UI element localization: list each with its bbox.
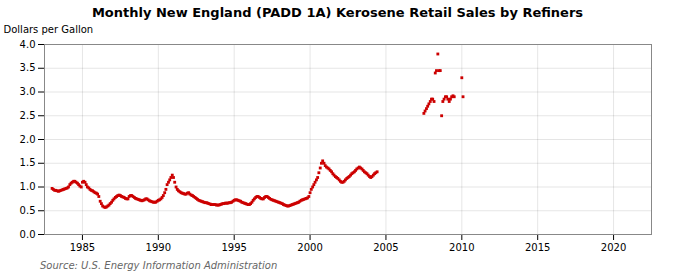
svg-text:2.0: 2.0 [20, 134, 36, 145]
svg-text:Dollars per Gallon: Dollars per Gallon [4, 24, 94, 35]
svg-text:0.0: 0.0 [20, 229, 36, 240]
html-text:Monthly New England (PADD 1A): Monthly New England (PADD 1A) Kerosene R… [91, 5, 584, 20]
html-text:Source: U.S. Energy Informatio: Source: U.S. Energy Information Administ… [40, 260, 278, 271]
svg-text:4.0: 4.0 [20, 39, 36, 50]
svg-text:1.0: 1.0 [20, 181, 36, 192]
svg-text:0.5: 0.5 [20, 205, 36, 216]
svg-text:1990: 1990 [146, 242, 171, 253]
svg-text:2015: 2015 [525, 242, 550, 253]
svg-text:1985: 1985 [70, 242, 95, 253]
svg-text:1.5: 1.5 [20, 157, 36, 168]
svg-text:2005: 2005 [373, 242, 398, 253]
svg-text:2.5: 2.5 [20, 110, 36, 121]
svg-text:2000: 2000 [297, 242, 322, 253]
svg-text:2010: 2010 [449, 242, 474, 253]
svg-text:3.0: 3.0 [20, 86, 36, 97]
svg-text:3.5: 3.5 [20, 62, 36, 73]
svg-text:2020: 2020 [601, 242, 626, 253]
svg-text:1995: 1995 [221, 242, 246, 253]
